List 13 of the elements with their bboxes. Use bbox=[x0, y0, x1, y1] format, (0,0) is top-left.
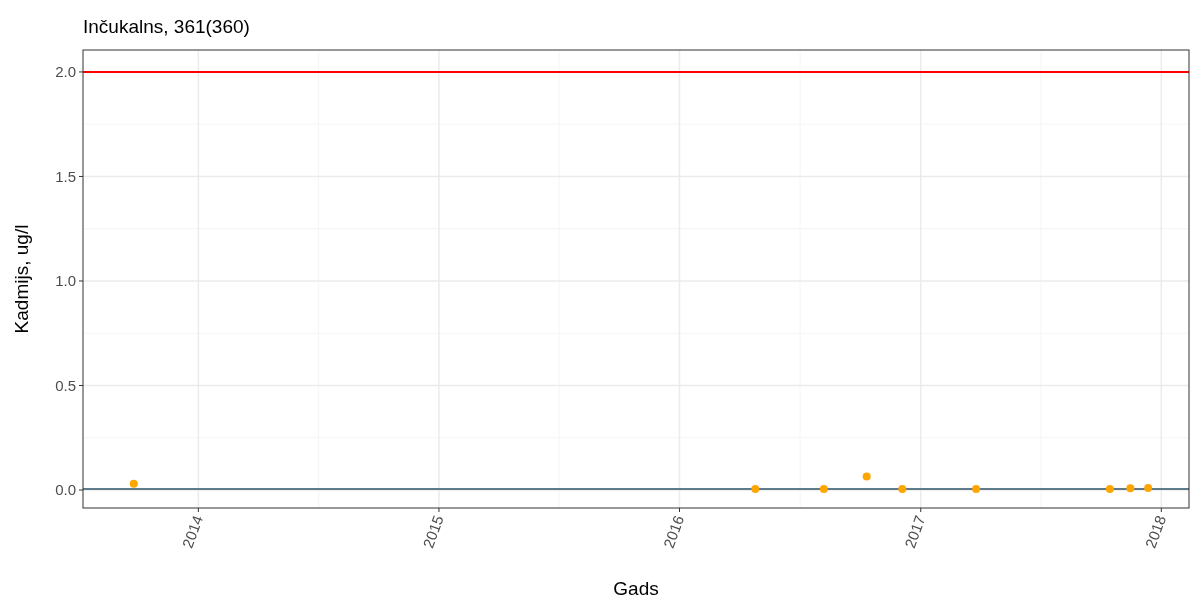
y-tick-label: 1.5 bbox=[55, 167, 76, 185]
x-tick-label: 2018 bbox=[1141, 513, 1170, 551]
x-tick-label: 2017 bbox=[901, 513, 929, 551]
x-axis-title: Gads bbox=[613, 578, 659, 599]
y-axis-title: Kadmijs, ug/l bbox=[11, 224, 32, 334]
x-tick-label: 2016 bbox=[659, 513, 688, 551]
y-tick-label: 2.0 bbox=[55, 63, 76, 81]
x-tick-label: 2014 bbox=[178, 513, 207, 551]
y-tick-label: 0.5 bbox=[55, 376, 76, 394]
x-tick-label: 2015 bbox=[419, 513, 447, 551]
chart-title: Inčukalns, 361(360) bbox=[83, 16, 250, 37]
y-tick-label: 0.0 bbox=[55, 481, 76, 499]
y-tick-label: 1.0 bbox=[55, 272, 76, 290]
